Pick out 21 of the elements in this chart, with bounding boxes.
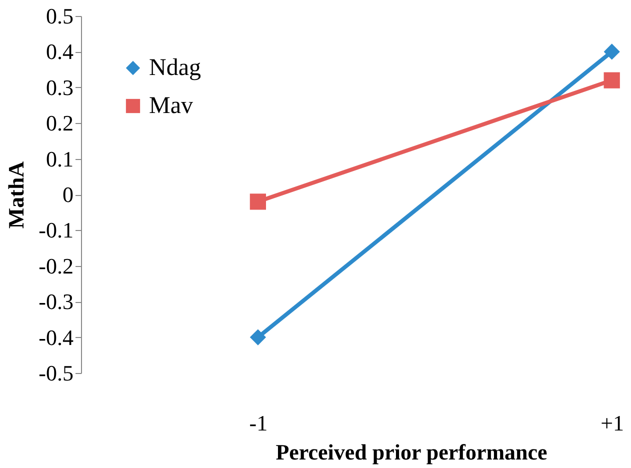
legend-label: Ndag bbox=[149, 55, 201, 81]
legend-label: Mav bbox=[149, 93, 193, 119]
y-tick-label: -0.1 bbox=[38, 218, 74, 243]
y-tick-label: 0.1 bbox=[46, 146, 74, 172]
x-tick-label: +1 bbox=[600, 410, 624, 436]
y-tick-label: -0.2 bbox=[38, 253, 74, 278]
x-axis-title: Perceived prior performance bbox=[276, 440, 548, 464]
y-tick-label: 0 bbox=[62, 182, 74, 207]
point bbox=[604, 72, 620, 88]
y-axis-title: MathA bbox=[4, 161, 29, 229]
y-tick-label: -0.4 bbox=[38, 324, 74, 350]
y-tick-label: 0.2 bbox=[46, 110, 74, 136]
y-tick-label: 0.4 bbox=[46, 39, 74, 64]
y-tick-label: 0.5 bbox=[46, 4, 74, 28]
y-tick-label: -0.3 bbox=[38, 289, 74, 314]
point bbox=[604, 44, 620, 60]
y-tick-label: 0.3 bbox=[46, 74, 74, 100]
point bbox=[250, 329, 266, 346]
y-tick-label: -0.5 bbox=[38, 360, 74, 386]
point bbox=[250, 194, 266, 210]
x-tick-label: -1 bbox=[249, 410, 268, 436]
